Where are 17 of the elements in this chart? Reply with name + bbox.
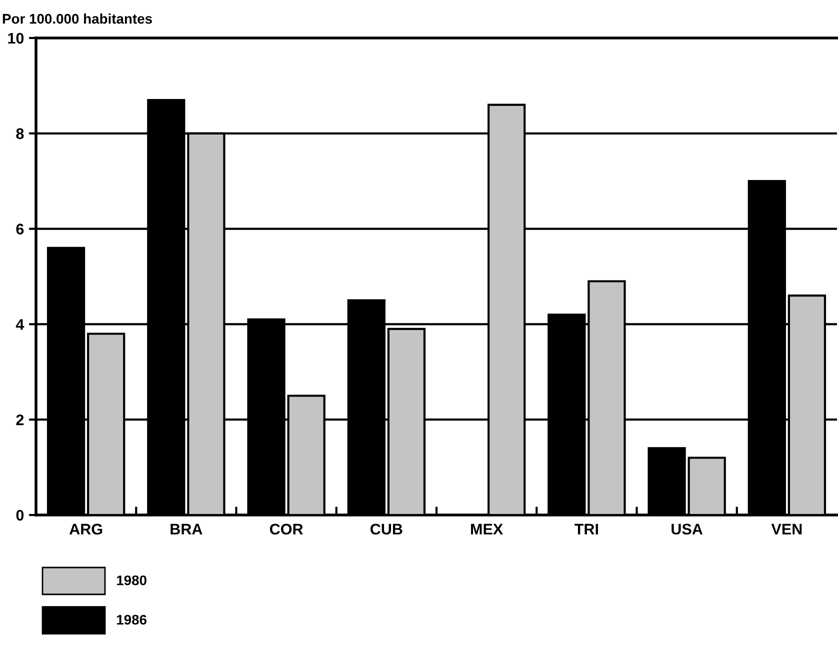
y-tick-label: 8 bbox=[16, 128, 24, 140]
y-axis-title: Por 100.000 habitantes bbox=[2, 14, 152, 24]
x-tick-label: USA bbox=[672, 524, 703, 535]
x-tick-label: BRA bbox=[170, 524, 202, 534]
x-tick-label: MEX bbox=[471, 524, 503, 534]
x-tick-label: VEN bbox=[771, 524, 802, 534]
legend-label: 1980 bbox=[116, 575, 146, 586]
y-tick-label: 0 bbox=[16, 510, 24, 521]
x-tick-label: COR bbox=[270, 524, 303, 535]
x-tick-label: CUB bbox=[370, 524, 402, 535]
x-tick-label: TRI bbox=[574, 524, 598, 534]
y-tick-label: 4 bbox=[16, 319, 24, 330]
y-tick-label: 2 bbox=[16, 414, 24, 426]
y-tick-label: 10 bbox=[8, 32, 24, 44]
legend-label: 1986 bbox=[116, 614, 147, 625]
y-tick-label: 6 bbox=[16, 224, 24, 234]
x-tick-label: ARG bbox=[69, 524, 102, 535]
